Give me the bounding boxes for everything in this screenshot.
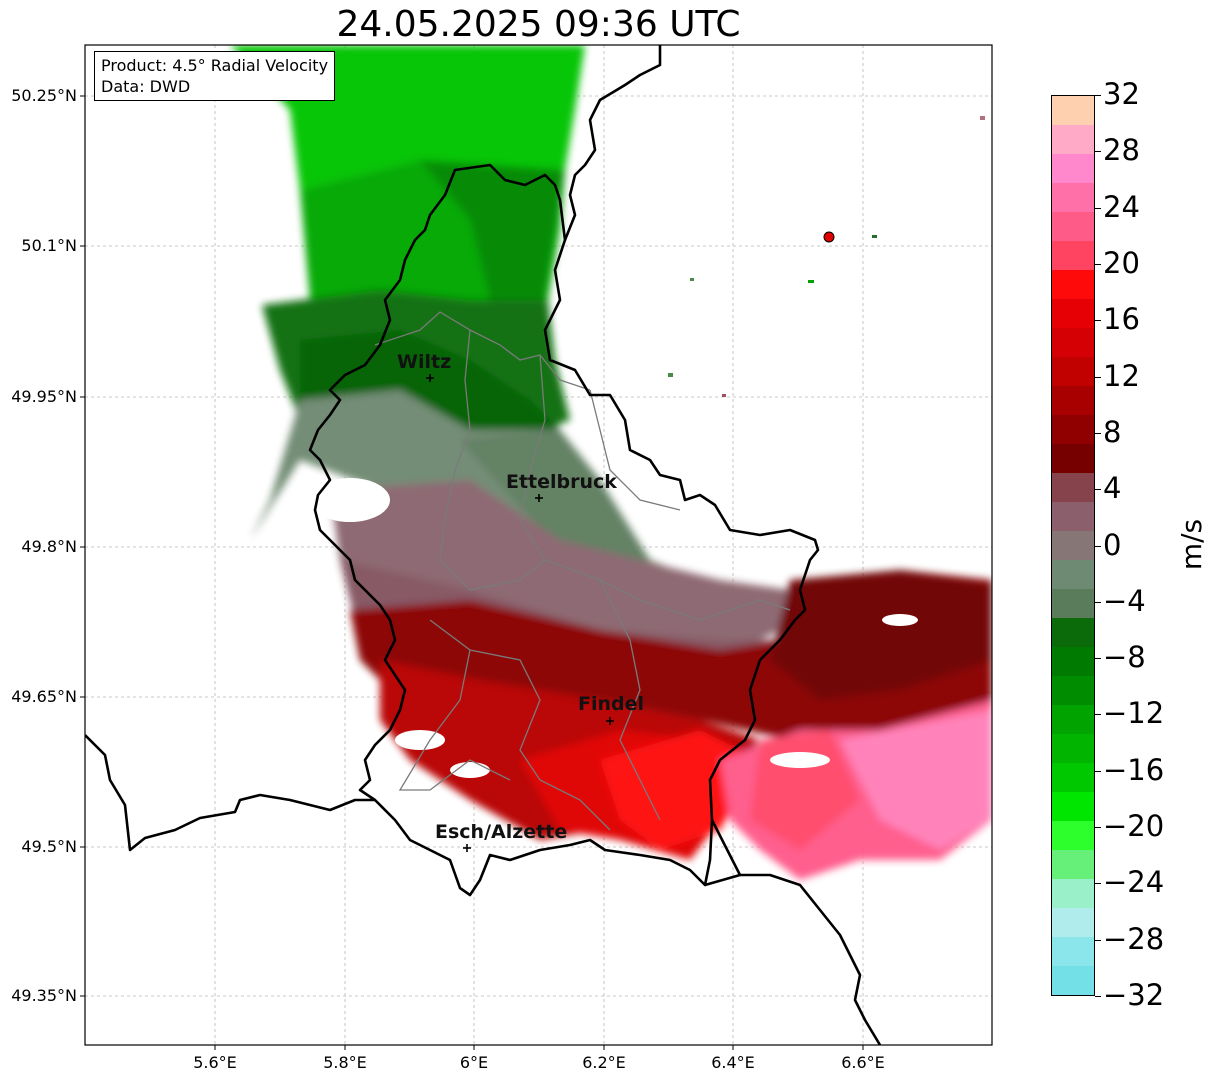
radar-echoes — [230, 45, 992, 880]
colorbar-tick-label: 0 — [1103, 527, 1122, 562]
colorbar-tick-mark — [1095, 432, 1101, 434]
colorbar-tick-mark — [1095, 263, 1101, 265]
radar-gaps — [310, 478, 918, 778]
lat-label: 49.5°N — [21, 837, 77, 856]
colorbar-tick-mark — [1095, 151, 1101, 153]
colorbar-tick-label: −16 — [1103, 752, 1165, 787]
colorbar-tick-mark — [1095, 827, 1101, 829]
canton-borders — [374, 311, 791, 831]
city-label-findel: Findel — [578, 693, 645, 715]
clutter-dots — [668, 116, 985, 397]
city-label-ettelbruck: Ettelbruck — [506, 471, 617, 493]
country-borders — [85, 45, 882, 1045]
lat-label: 50.1°N — [21, 236, 77, 255]
colorbar-tick-mark — [1095, 996, 1101, 997]
colorbar-tick-label: 32 — [1103, 77, 1140, 111]
city-label-esch-alzette: Esch/Alzette — [435, 821, 568, 843]
lon-label: 5.6°E — [193, 1053, 237, 1072]
colorbar-tick-label: −24 — [1103, 865, 1165, 900]
colorbar-tick-mark — [1095, 376, 1101, 378]
colorbar-tick-mark — [1095, 95, 1101, 96]
colorbar-tick-label: −28 — [1103, 921, 1165, 956]
colorbar-tick-mark — [1095, 489, 1101, 491]
lat-label: 49.8°N — [21, 537, 77, 556]
colorbar — [1051, 95, 1095, 996]
colorbar-tick-mark — [1095, 320, 1101, 322]
colorbar-tick-label: 12 — [1103, 358, 1140, 393]
colorbar-tick-label: 8 — [1103, 414, 1122, 449]
colorbar-tick-label: −8 — [1103, 640, 1146, 675]
colorbar-tick-mark — [1095, 658, 1101, 660]
lon-label: 6.4°E — [711, 1053, 755, 1072]
colorbar-tick-label: 16 — [1103, 302, 1140, 337]
colorbar-tick-mark — [1095, 601, 1101, 603]
lon-label: 6.2°E — [582, 1053, 626, 1072]
lon-label: 6.6°E — [841, 1053, 885, 1072]
colorbar-tick-label: −12 — [1103, 696, 1165, 731]
colorbar-tick-label: −4 — [1103, 583, 1146, 618]
colorbar-tick-label: 24 — [1103, 189, 1140, 224]
colorbar-tick-mark — [1095, 714, 1101, 716]
product-label: Product: 4.5° Radial Velocity — [101, 56, 329, 75]
colorbar-tick-label: 4 — [1103, 471, 1122, 506]
colorbar-tick-mark — [1095, 207, 1101, 209]
colorbar-tick-label: 20 — [1103, 245, 1140, 280]
lat-label: 50.25°N — [11, 86, 77, 105]
colorbar-unit-label: m/s — [1175, 518, 1207, 571]
colorbar-tick-mark — [1095, 883, 1101, 885]
data-source-label: Data: DWD — [101, 77, 191, 96]
lon-label: 5.8°E — [323, 1053, 367, 1072]
lat-label: 49.35°N — [11, 986, 77, 1005]
product-info-box: Product: 4.5° Radial Velocity Data: DWD — [94, 51, 336, 101]
colorbar-tick-mark — [1095, 939, 1101, 941]
city-label-wiltz: Wiltz — [397, 351, 452, 373]
city-markers — [426, 374, 614, 852]
lon-label: 6°E — [459, 1053, 489, 1072]
map-frame — [84, 44, 993, 1046]
lat-label: 49.65°N — [11, 687, 77, 706]
colorbar-tick-mark — [1095, 545, 1101, 547]
colorbar-tick-label: −32 — [1103, 978, 1165, 1012]
colorbar-tick-label: −20 — [1103, 809, 1165, 844]
lat-label: 49.95°N — [11, 387, 77, 406]
colorbar-tick-label: 28 — [1103, 133, 1140, 168]
colorbar-tick-mark — [1095, 770, 1101, 772]
map-title: 24.05.2025 09:36 UTC — [336, 4, 741, 45]
